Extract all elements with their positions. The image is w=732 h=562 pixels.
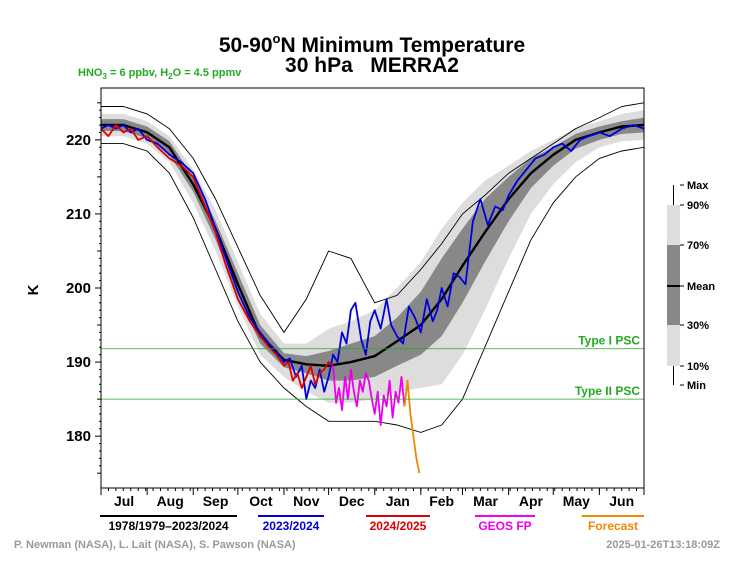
y-tick-label: 190 [66,354,91,371]
credits-text: P. Newman (NASA), L. Lait (NASA), S. Paw… [14,539,296,551]
conditions-label: HNO3 = 6 ppbv, H2O = 4.5 ppmv [78,67,242,81]
min-line [101,143,644,433]
key-label: Mean [687,281,715,293]
y-tick-label: 200 [66,280,91,297]
psc-label-1: Type I PSC [578,334,640,348]
x-tick-label: Jul [114,493,134,509]
x-tick-label: Apr [519,493,544,509]
y-axis: 180 190 200 210 220 [66,102,101,474]
legend-label: Forecast [588,519,638,533]
x-tick-label: Mar [473,493,498,509]
series-2023-2024 [101,124,644,400]
y-tick-label: 180 [66,428,91,445]
x-tick-label: Dec [339,493,365,509]
chart-title-line1: 50-90oN Minimum Temperature [219,31,525,57]
psc-reference-lines: Type I PSC Type II PSC [101,334,644,400]
key-label: Max [687,180,709,192]
x-tick-label: Jan [386,493,410,509]
max-line [101,102,644,334]
x-tick-label: Oct [249,493,273,509]
legend-label: 2024/2025 [370,519,427,533]
band-30-70-percentile [101,117,644,381]
legend-label: 2023/2024 [263,519,320,533]
key-band-10-30 [667,325,680,366]
legend-label: 1978/1979–2023/2024 [108,519,228,533]
psc-label-2: Type II PSC [575,384,640,398]
key-label: 30% [687,320,709,332]
x-axis: Jul Aug Sep Oct Nov Dec Jan Feb Mar Apr May Jun [100,488,645,509]
chart-title-line2: 30 hPa MERRA2 [285,54,459,77]
key-band-70-90 [667,205,680,245]
x-tick-label: Feb [429,493,454,509]
y-tick-label: 210 [66,206,91,223]
percentile-key: Max 90% 70% Mean 30% 10% Min [667,180,715,392]
y-axis-label: K [25,284,42,295]
key-label: 90% [687,200,709,212]
key-label: Min [687,380,706,392]
x-tick-label: Jun [609,493,634,509]
timestamp-text: 2025-01-26T13:18:09Z [606,539,720,551]
plot-area [101,102,644,474]
series-geos-fp [332,365,406,426]
x-tick-label: May [563,493,590,509]
key-label: 70% [687,240,709,252]
series-climatology-mean [101,123,644,368]
series-2024-2025 [101,124,334,389]
series-forecast [403,379,421,474]
x-tick-label: Sep [203,493,229,509]
legend: 1978/1979–2023/2024 2023/2024 2024/2025 GEO… [100,515,644,533]
y-tick-label: 220 [66,132,91,149]
key-label: 10% [687,361,709,373]
x-tick-label: Nov [293,493,320,509]
x-tick-label: Aug [157,493,184,509]
legend-label: GEOS FP [478,519,531,533]
